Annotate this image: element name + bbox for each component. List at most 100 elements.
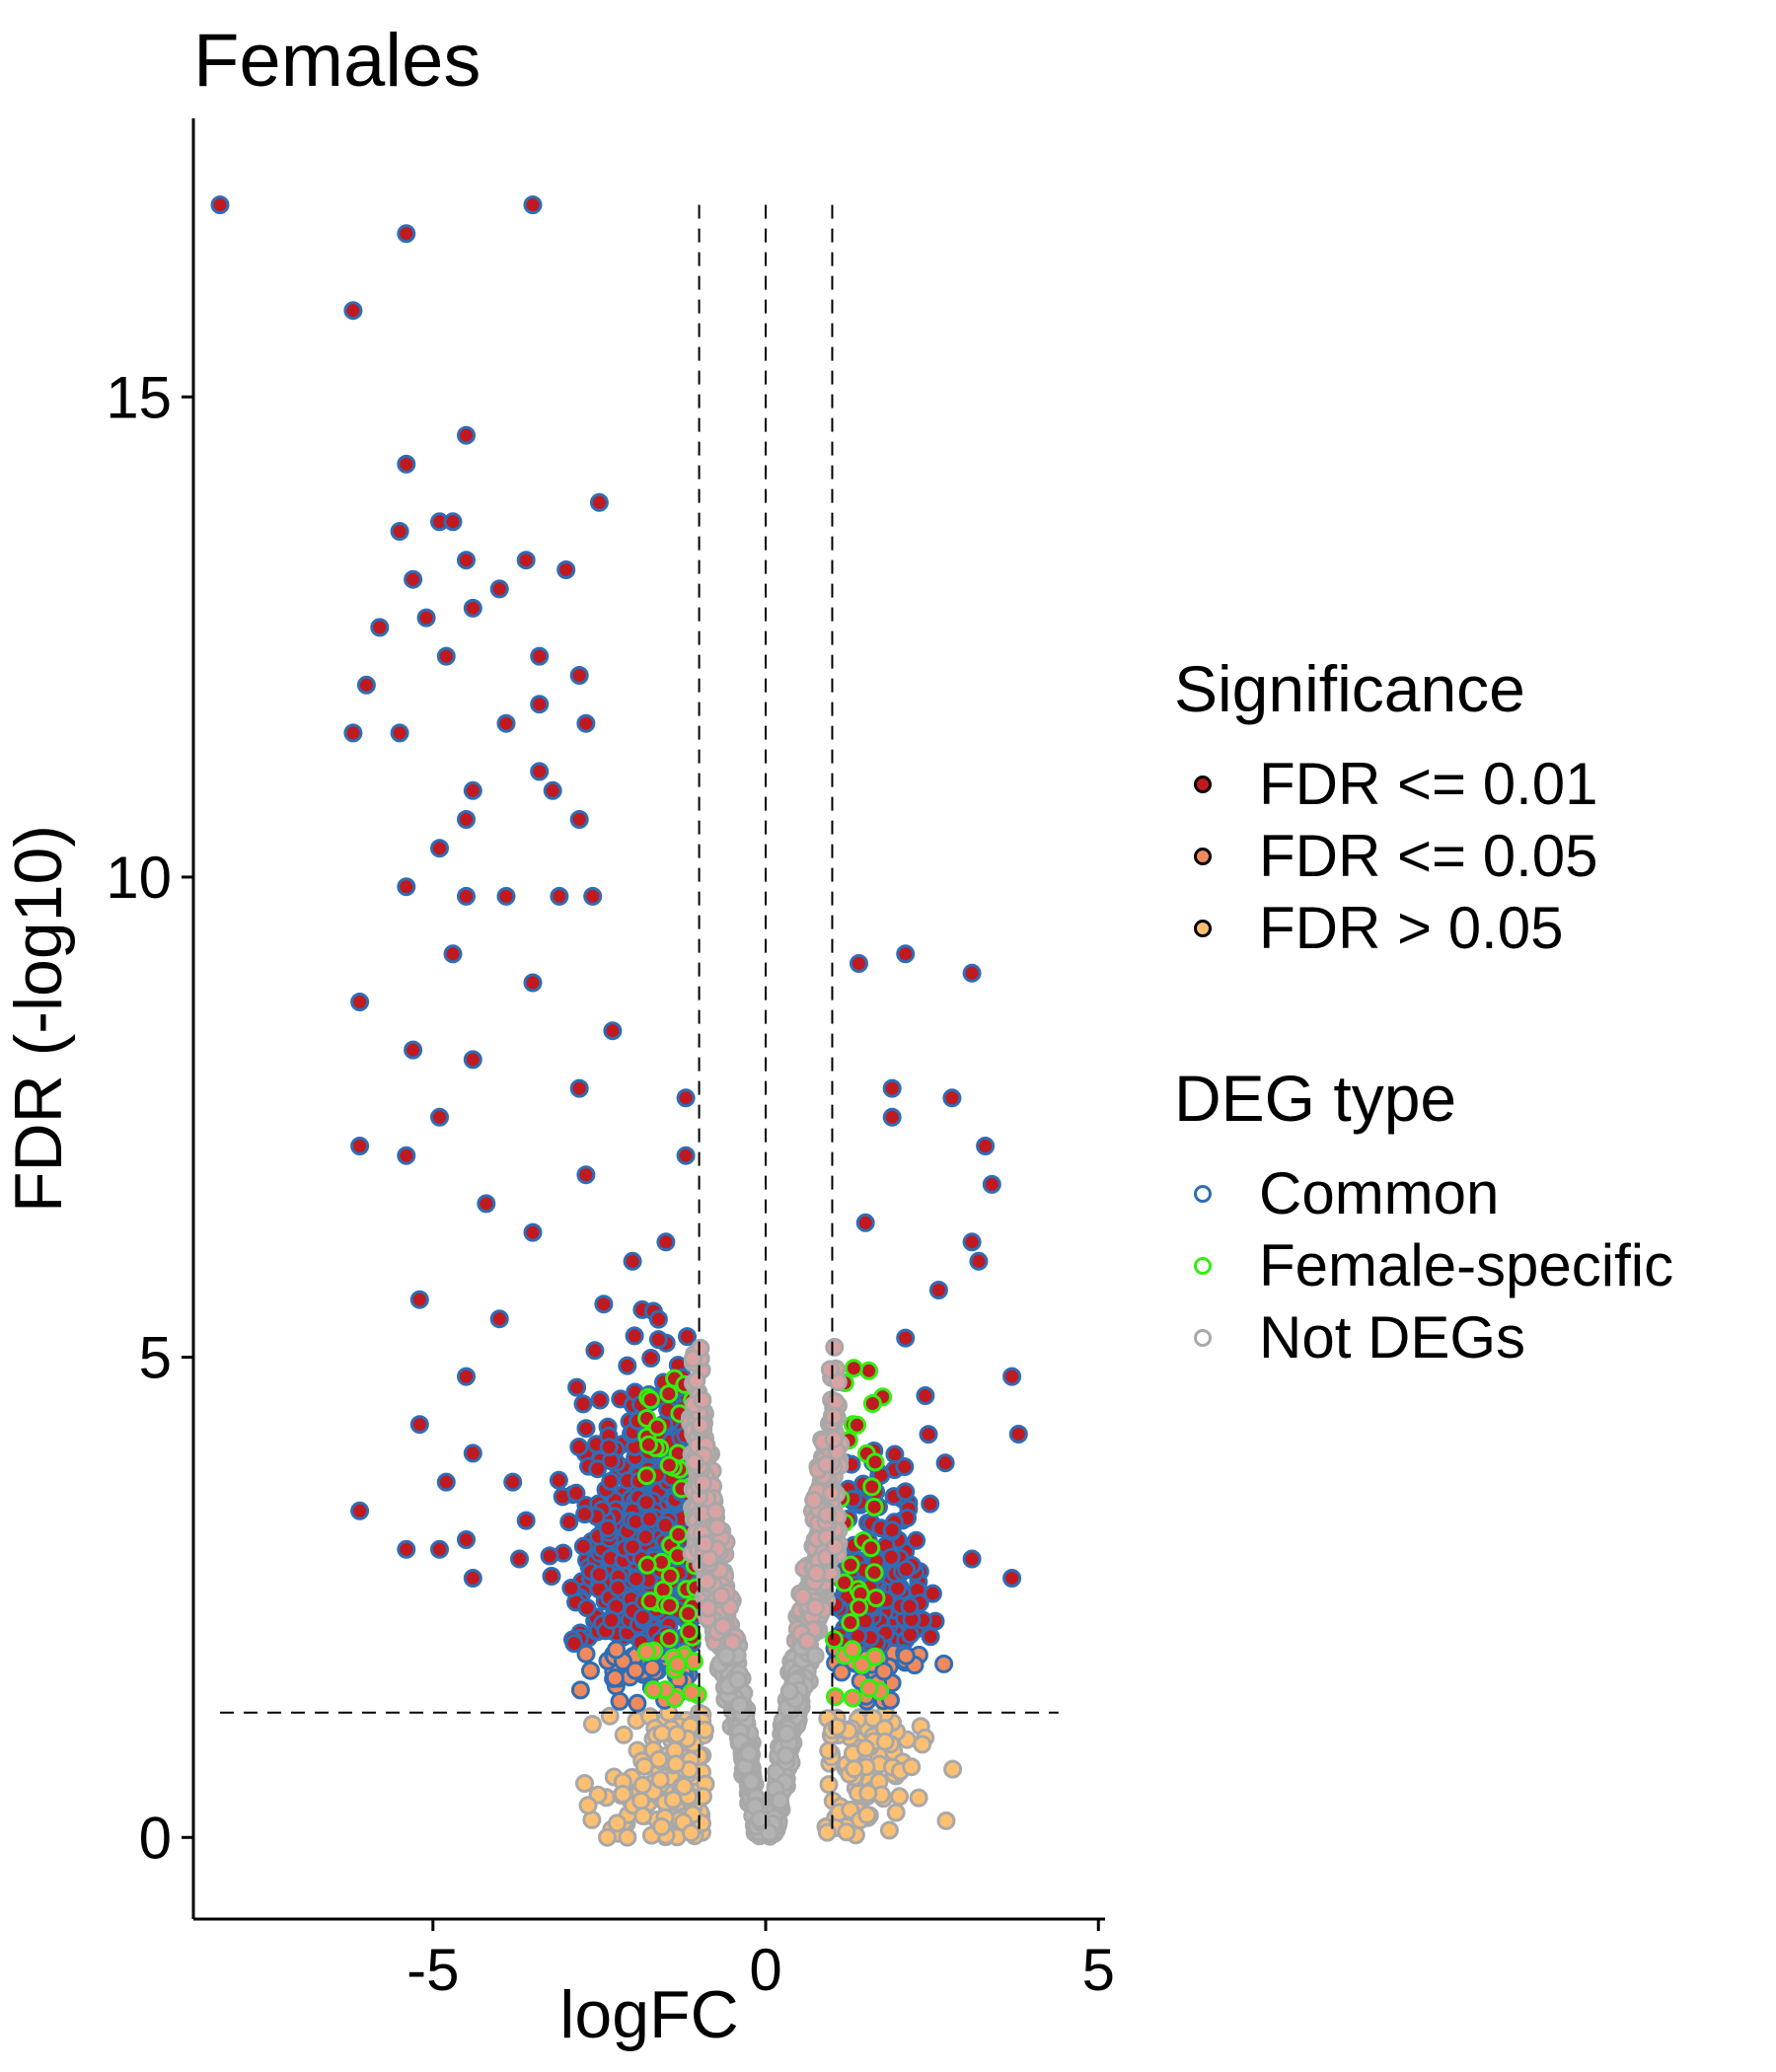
- female-specific-point: [841, 1613, 860, 1632]
- not-deg-point: [730, 1695, 749, 1715]
- legend-label: FDR <= 0.01: [1259, 751, 1598, 817]
- legend-swatch: [1194, 847, 1212, 865]
- significant-point: [969, 1251, 989, 1271]
- significant-point: [623, 1251, 642, 1271]
- not-deg-point: [698, 1572, 717, 1591]
- significant-point: [1002, 1367, 1022, 1386]
- female-specific-point: [643, 1680, 663, 1700]
- non-significant-point: [600, 1706, 620, 1726]
- background-point-cloud: [540, 1295, 963, 1847]
- legend-item: FDR > 0.05: [1174, 892, 1598, 964]
- female-specific-point: [659, 1455, 679, 1475]
- non-significant-point: [649, 1749, 669, 1769]
- common-deg-point: [601, 1471, 621, 1491]
- non-significant-point: [667, 1725, 687, 1744]
- significant-point: [916, 1386, 935, 1405]
- female-specific-point: [660, 1595, 680, 1615]
- legend-item: FDR <= 0.01: [1174, 748, 1598, 820]
- y-tick-label: 10: [106, 845, 172, 911]
- significant-point: [882, 1078, 902, 1098]
- legend-swatch: [1194, 1328, 1212, 1347]
- significant-point: [523, 195, 543, 215]
- common-deg-point: [566, 1483, 586, 1503]
- significant-point: [436, 1472, 456, 1492]
- female-specific-point: [636, 1642, 656, 1662]
- significant-point: [676, 1146, 696, 1165]
- common-deg-point: [632, 1607, 652, 1627]
- significant-point: [935, 1453, 955, 1473]
- non-significant-point: [909, 1788, 928, 1808]
- highlighted-points: [210, 195, 1028, 1588]
- common-deg-point: [648, 1330, 668, 1350]
- not-deg-point: [705, 1502, 725, 1521]
- not-deg-point: [805, 1646, 825, 1665]
- non-significant-point: [858, 1783, 878, 1803]
- not-deg-point: [741, 1772, 761, 1792]
- common-deg-point: [897, 1560, 916, 1579]
- significant-point: [489, 579, 509, 599]
- significant-point: [556, 560, 576, 579]
- significant-point: [589, 492, 609, 512]
- common-deg-point: [640, 1510, 659, 1529]
- legend-item: FDR <= 0.05: [1174, 820, 1598, 892]
- significant-point: [896, 1482, 916, 1502]
- y-tick-label: 15: [106, 364, 172, 430]
- significant-point: [510, 1549, 529, 1569]
- not-deg-point: [807, 1564, 827, 1583]
- significant-point: [1008, 1425, 1028, 1443]
- significant-point: [457, 1367, 476, 1386]
- significant-point: [443, 944, 463, 964]
- chart-title: Females: [193, 19, 481, 103]
- significant-point: [882, 1107, 902, 1127]
- significant-point: [523, 973, 543, 993]
- common-deg-point: [581, 1661, 600, 1680]
- non-significant-point: [634, 1756, 654, 1776]
- significant-point: [409, 1290, 429, 1309]
- female-specific-point: [647, 1417, 667, 1437]
- legend-group: Significance FDR <= 0.01 FDR <= 0.05 FDR > …: [1174, 651, 1598, 964]
- not-deg-point: [760, 1823, 779, 1843]
- legend-label: Female-specific: [1259, 1232, 1674, 1298]
- significant-point: [430, 1539, 449, 1559]
- non-significant-point: [582, 1715, 602, 1734]
- female-specific-point: [638, 1435, 658, 1454]
- non-significant-point: [598, 1827, 617, 1847]
- common-deg-point: [575, 1505, 595, 1524]
- significant-point: [850, 954, 868, 973]
- legend-title: DEG type: [1174, 1062, 1457, 1135]
- female-specific-point: [861, 1538, 881, 1558]
- non-significant-point: [652, 1724, 672, 1743]
- non-significant-point: [943, 1759, 963, 1779]
- common-deg-point: [573, 1536, 593, 1556]
- non-significant-point: [819, 1740, 839, 1760]
- significant-point: [397, 224, 416, 244]
- female-specific-point: [659, 1384, 679, 1404]
- common-deg-point: [610, 1691, 629, 1711]
- significant-point: [463, 1569, 482, 1588]
- non-significant-point: [936, 1811, 956, 1830]
- female-specific-point: [835, 1573, 854, 1592]
- y-tick-label: 5: [139, 1325, 172, 1391]
- significant-point: [603, 1021, 623, 1041]
- not-deg-point: [683, 1349, 703, 1369]
- common-deg-point: [569, 1438, 589, 1456]
- significant-point: [942, 1088, 962, 1108]
- not-deg-point: [694, 1473, 712, 1493]
- non-significant-point: [845, 1759, 864, 1779]
- common-deg-point: [564, 1634, 584, 1654]
- common-deg-point: [559, 1513, 579, 1531]
- female-specific-point: [640, 1390, 660, 1410]
- significant-point: [457, 810, 476, 829]
- significant-point: [463, 1050, 482, 1070]
- non-significant-point: [837, 1822, 856, 1842]
- significant-point: [576, 713, 596, 733]
- significant-point: [656, 1232, 676, 1252]
- common-deg-point: [921, 1627, 940, 1647]
- not-deg-point: [806, 1597, 825, 1617]
- female-specific-point: [862, 1477, 882, 1497]
- common-deg-point: [549, 1470, 568, 1490]
- significant-point: [370, 618, 390, 637]
- not-deg-point: [687, 1370, 706, 1390]
- female-specific-point: [844, 1359, 863, 1378]
